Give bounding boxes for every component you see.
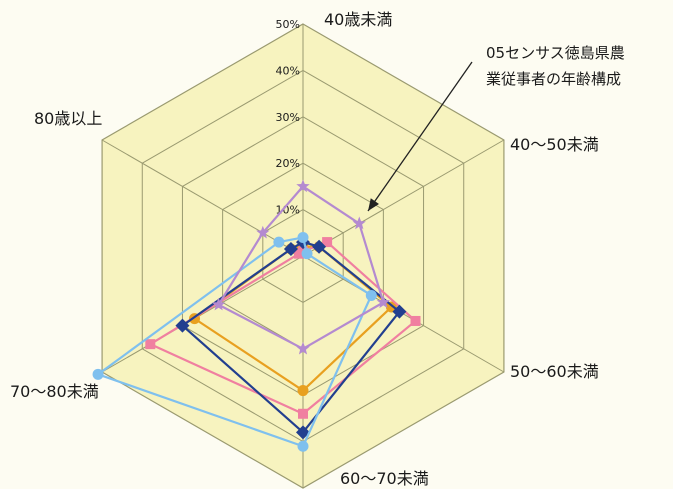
series-3-point-5 [175,318,190,333]
axis-label-6: 80歳以上 [34,109,102,128]
tick-label-20: 20% [276,157,300,170]
grid-spoke-6 [101,139,304,257]
series-2-point-2 [322,237,333,248]
annotation-line-2: 業従事者の年齢構成 [486,70,621,88]
annotation-line-1: 05センサス徳島県農 [486,44,625,62]
annotation: 05センサス徳島県農 業従事者の年齢構成 [367,44,625,212]
series-2-point-4 [298,408,308,419]
tick-label-30: 30% [276,111,300,124]
series-1-point-4 [297,385,309,397]
series-5-point-2 [352,216,366,230]
series-4-point-5 [92,368,104,380]
series-5 [212,179,390,355]
series-4-point-1 [297,231,309,243]
axis-label-1: 40歳未満 [324,10,392,29]
series-4 [92,231,377,452]
tick-label-50: 50% [276,18,300,31]
axis-label-3: 50～60未満 [510,362,599,381]
axis-label-5: 70～80未満 [10,382,99,401]
series-3-point-4 [296,425,310,440]
axis-label-2: 40～50未満 [510,135,599,154]
axis-label-4: 60～70未満 [340,469,429,488]
series-4-point-6 [273,236,285,248]
grid-spoke-2 [302,139,505,257]
series-4-point-2 [301,248,313,260]
radial-tick-labels: 10% 20% 30% 40% 50% [276,18,300,217]
series-3-point-6 [283,242,298,257]
series-5-point-5 [212,297,226,311]
series-5-point-3 [376,295,390,309]
series-5-point-1 [296,179,310,193]
series-2-point-5 [145,339,156,350]
data-series [92,179,421,452]
series-4-point-3 [365,289,377,301]
series-5-point-4 [296,341,310,355]
axis-labels: 40歳未満 40～50未満 50～60未満 60～70未満 70～80未満 80歳以上 [10,10,599,488]
tick-label-40: 40% [276,64,300,77]
tick-label-10: 10% [276,204,300,217]
series-2-point-3 [410,315,421,326]
series-3-point-2 [312,239,327,254]
series-2-point-6 [293,248,304,259]
series-4-point-4 [297,440,309,452]
series-5-point-6 [256,225,270,239]
series-3-point-3 [392,304,407,319]
annotation-arrowhead [368,198,379,211]
annotation-arrow [367,61,473,212]
